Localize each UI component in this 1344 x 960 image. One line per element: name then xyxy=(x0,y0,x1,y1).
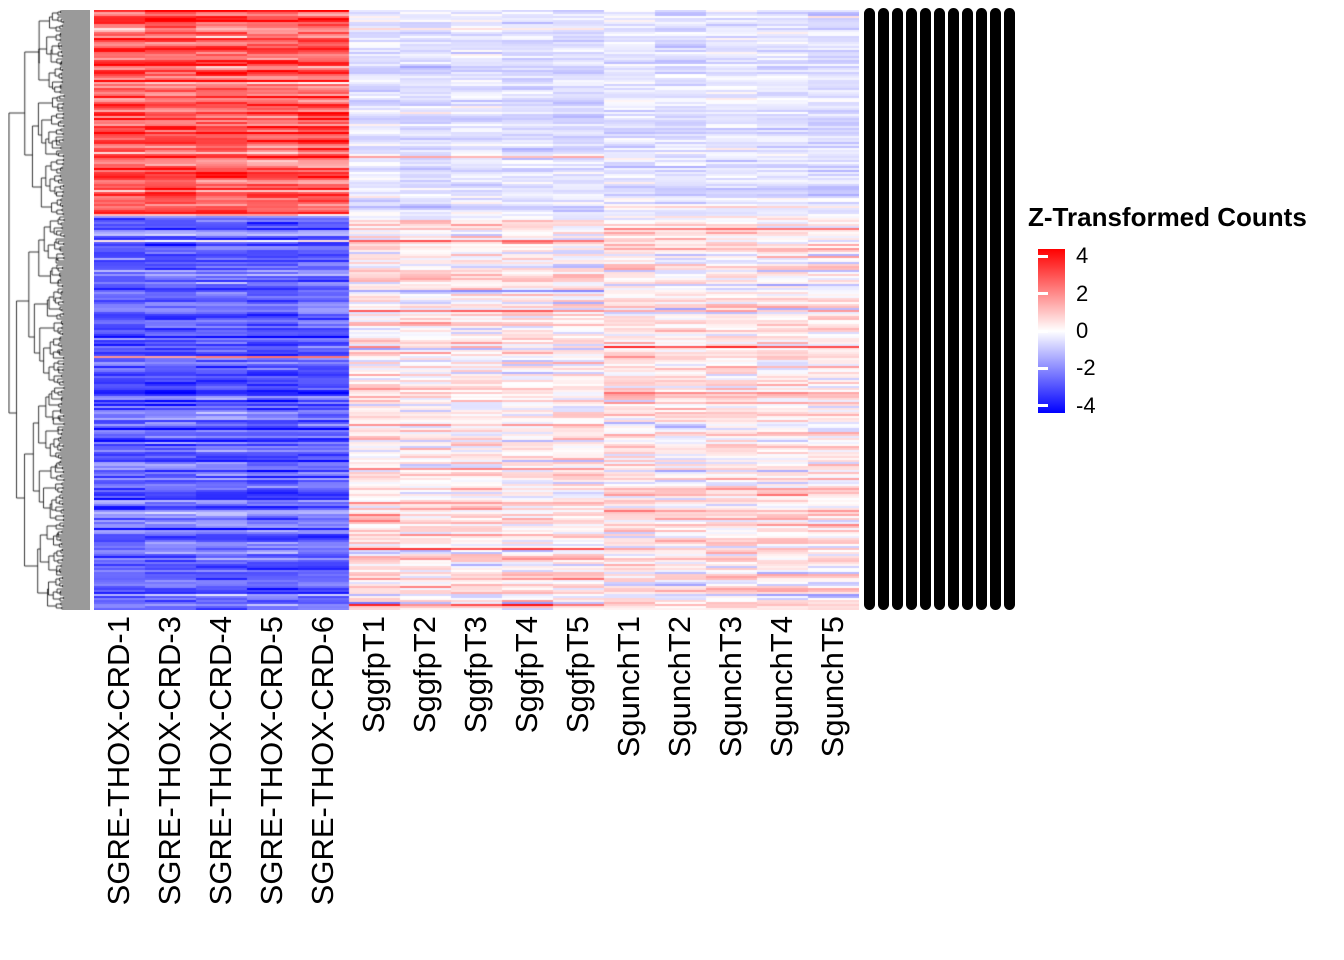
row-label-stripe xyxy=(948,8,959,610)
column-labels: SGRE-THOX-CRD-1 SGRE-THOX-CRD-3 SGRE-THOX-… xyxy=(94,616,859,905)
column-label: SggfpT2 xyxy=(407,616,443,734)
legend-tick-dash xyxy=(1035,329,1048,333)
column-label: SggfpT4 xyxy=(509,616,545,734)
row-label-stripe xyxy=(934,8,945,610)
column-label-cell: SgunchT3 xyxy=(706,616,757,905)
heatmap-canvas xyxy=(94,10,859,610)
legend-tick-dash xyxy=(1035,404,1048,408)
column-label-cell: SgunchT4 xyxy=(757,616,808,905)
legend-tick-label: -4 xyxy=(1076,392,1096,418)
row-label-stripe xyxy=(906,8,917,610)
column-label-cell: SgunchT2 xyxy=(655,616,706,905)
row-label-stripe xyxy=(976,8,987,610)
legend-tick-label: 4 xyxy=(1076,243,1089,269)
column-label-cell: SGRE-THOX-CRD-3 xyxy=(145,616,196,905)
row-label-stripe xyxy=(864,8,875,610)
column-label: SggfpT3 xyxy=(458,616,494,734)
column-label-cell: SgunchT5 xyxy=(808,616,859,905)
row-label-stripe xyxy=(990,8,1001,610)
column-label-cell: SGRE-THOX-CRD-6 xyxy=(298,616,349,905)
column-label: SGRE-THOX-CRD-4 xyxy=(203,616,239,906)
column-label: SgunchT5 xyxy=(815,616,851,758)
legend-tick-dash xyxy=(1035,254,1048,258)
row-label-stripe xyxy=(920,8,931,610)
legend-title: Z-Transformed Counts xyxy=(1028,202,1307,232)
legend-colorbar-wrap: 4 2 0 -2 -4 xyxy=(1035,243,1178,421)
column-label: SGRE-THOX-CRD-5 xyxy=(254,616,290,906)
column-label: SgunchT4 xyxy=(764,616,800,758)
column-label-cell: SGRE-THOX-CRD-5 xyxy=(247,616,298,905)
column-label-cell: SggfpT2 xyxy=(400,616,451,905)
column-label: SGRE-THOX-CRD-6 xyxy=(305,616,341,906)
column-label-cell: SggfpT5 xyxy=(553,616,604,905)
column-label-cell: SggfpT4 xyxy=(502,616,553,905)
row-labels-overplotted xyxy=(864,8,1018,610)
column-label-cell: SGRE-THOX-CRD-4 xyxy=(196,616,247,905)
column-label: SgunchT3 xyxy=(713,616,749,758)
legend-tick-dash xyxy=(1035,366,1048,370)
row-label-stripe xyxy=(1004,8,1015,610)
row-label-stripe xyxy=(962,8,973,610)
column-label: SggfpT5 xyxy=(560,616,596,734)
row-label-stripe xyxy=(892,8,903,610)
row-label-stripe xyxy=(878,8,889,610)
row-dendrogram xyxy=(8,10,90,610)
column-label-cell: SggfpT3 xyxy=(451,616,502,905)
legend-tick-dash xyxy=(1035,292,1048,296)
column-label: SggfpT1 xyxy=(356,616,392,734)
column-label: SGRE-THOX-CRD-1 xyxy=(101,616,137,906)
column-label: SgunchT2 xyxy=(662,616,698,758)
column-label-cell: SGRE-THOX-CRD-1 xyxy=(94,616,145,905)
legend: Z-Transformed Counts 4 2 0 -2 -4 xyxy=(1028,202,1338,421)
column-label: SgunchT1 xyxy=(611,616,647,758)
legend-tick-label: 0 xyxy=(1076,318,1089,343)
column-label-cell: SggfpT1 xyxy=(349,616,400,905)
column-label: SGRE-THOX-CRD-3 xyxy=(152,616,188,906)
column-label-cell: SgunchT1 xyxy=(604,616,655,905)
legend-tick-label: 2 xyxy=(1076,280,1089,306)
legend-tick-label: -2 xyxy=(1076,355,1096,381)
